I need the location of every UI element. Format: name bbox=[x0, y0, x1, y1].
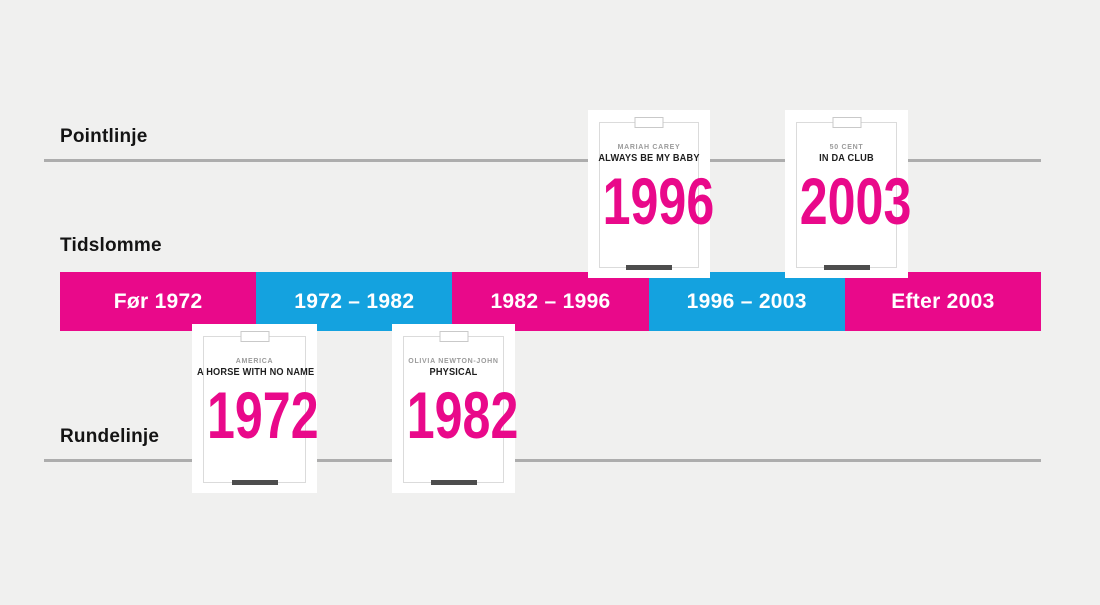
pointlinje-label: Pointlinje bbox=[60, 126, 148, 147]
card-year: 1982 bbox=[406, 378, 519, 452]
round-line bbox=[44, 459, 1041, 462]
timeline-segment-1982-1996[interactable]: 1982 – 1996 bbox=[452, 272, 649, 331]
point-line bbox=[44, 159, 1041, 162]
card-bottom-bar-icon bbox=[231, 480, 278, 485]
card-tab-icon bbox=[240, 331, 269, 342]
card-song-title: A HORSE WITH NO NAME bbox=[197, 367, 315, 378]
song-card-2003[interactable]: 50 CENT IN DA CLUB 2003 bbox=[785, 110, 912, 278]
card-year: 1972 bbox=[207, 378, 319, 452]
card-artist: MARIAH CAREY bbox=[617, 144, 681, 151]
card-bottom-bar-icon bbox=[626, 265, 672, 270]
song-card-1982[interactable]: OLIVIA NEWTON-JOHN PHYSICAL 1982 bbox=[392, 324, 519, 493]
card-year: 1996 bbox=[602, 164, 715, 238]
card-song-title: ALWAYS BE MY BABY bbox=[598, 153, 700, 164]
card-bottom-bar-icon bbox=[823, 265, 870, 270]
card-artist: AMERICA bbox=[235, 358, 274, 365]
timeline-segment-1996-2003[interactable]: 1996 – 2003 bbox=[648, 272, 845, 331]
card-bottom-bar-icon bbox=[430, 480, 477, 485]
card-tab-icon bbox=[832, 117, 861, 128]
timeline: Før 1972 1972 – 1982 1982 – 1996 1996 – … bbox=[60, 272, 1042, 331]
card-tab-icon bbox=[634, 117, 664, 128]
card-artist: 50 CENT bbox=[829, 144, 864, 151]
rundelinje-label: Rundelinje bbox=[60, 426, 160, 447]
card-year: 2003 bbox=[799, 164, 912, 238]
song-card-1972[interactable]: AMERICA A HORSE WITH NO NAME 1972 bbox=[192, 324, 319, 493]
card-tab-icon bbox=[439, 331, 468, 342]
card-song-title: PHYSICAL bbox=[429, 367, 478, 378]
timeline-segment-1972-1982[interactable]: 1972 – 1982 bbox=[256, 272, 453, 331]
timeline-segment-after-2003[interactable]: Efter 2003 bbox=[844, 272, 1042, 331]
timeline-segment-before-1972[interactable]: Før 1972 bbox=[60, 272, 257, 331]
song-card-1996[interactable]: MARIAH CAREY ALWAYS BE MY BABY 1996 bbox=[588, 110, 715, 278]
tidslomme-label: Tidslomme bbox=[60, 235, 162, 256]
card-song-title: IN DA CLUB bbox=[819, 153, 874, 164]
card-artist: OLIVIA NEWTON-JOHN bbox=[408, 358, 499, 365]
